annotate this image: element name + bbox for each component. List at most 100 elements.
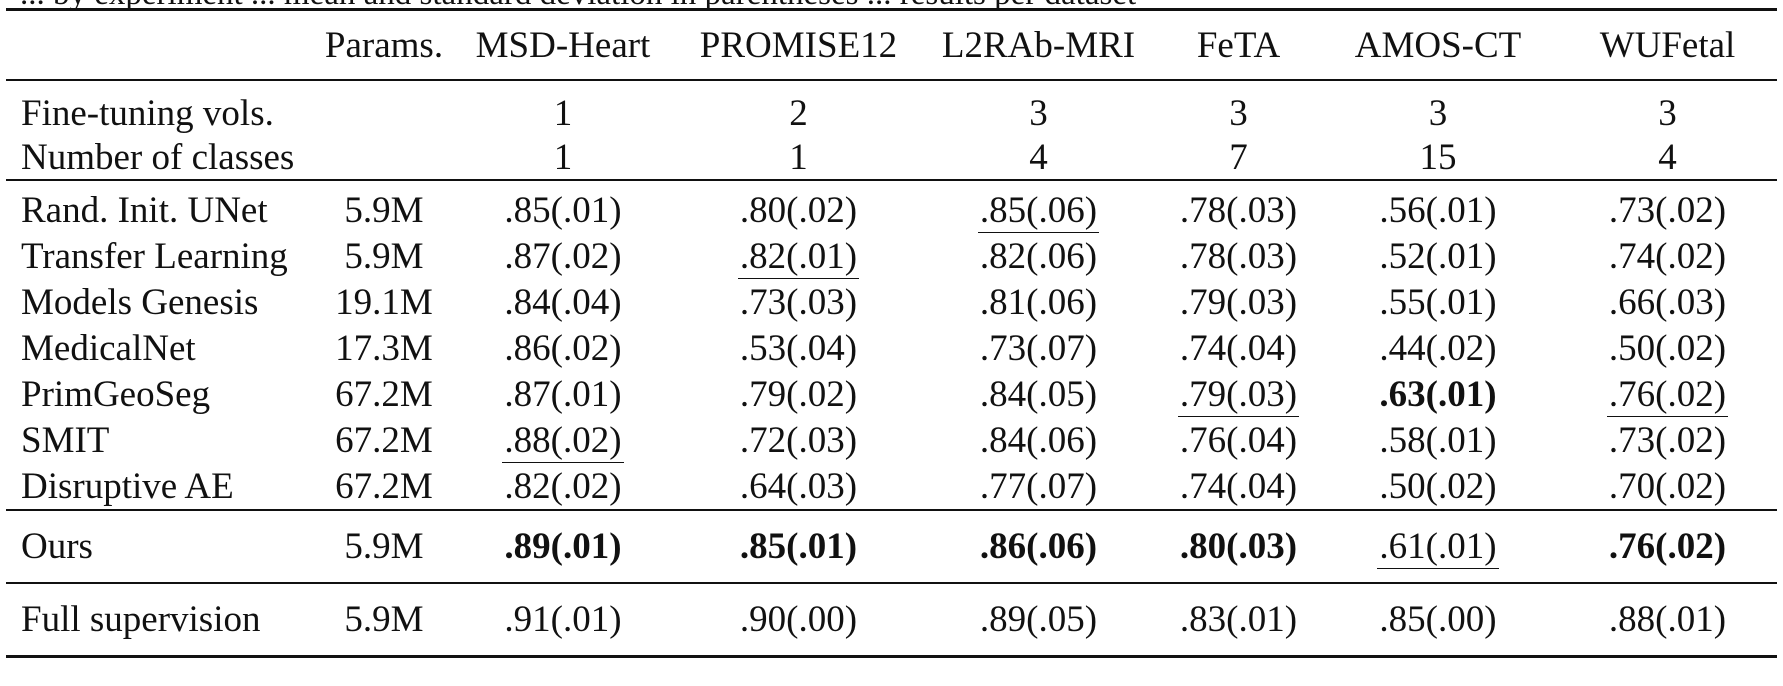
params-cell: 19.1M (335, 281, 433, 323)
row-label: Ours (21, 526, 93, 567)
header-l2rab-mri: L2RAb-MRI (941, 24, 1136, 66)
value-text-bold: .85(.01) (739, 526, 858, 567)
value-text: .87(.02) (504, 235, 622, 277)
row-label: Fine-tuning vols. (21, 92, 274, 134)
value-cell: .77(.07) (918, 463, 1159, 510)
value-cell: 3 (1428, 92, 1448, 134)
header-msd-heart: MSD-Heart (475, 24, 651, 66)
value-cell: .73(.02) (1558, 417, 1777, 463)
info-row-classes: Number of classes 1 1 4 7 15 4 (6, 135, 1777, 180)
value-cell: .79(.03) (1159, 279, 1318, 325)
value-cell: .85(.06) (918, 180, 1159, 233)
value-text: .73(.07) (979, 327, 1098, 369)
value-cell: .88(.02) (447, 417, 679, 463)
value-cell: .86(.02) (447, 325, 679, 371)
params-cell: 5.9M (344, 526, 424, 567)
params-cell (321, 80, 447, 135)
value-cell: .70(.02) (1558, 463, 1777, 510)
row-label: Rand. Init. UNet (21, 189, 268, 231)
row-label: Models Genesis (21, 281, 259, 323)
value-text: .55(.01) (1379, 281, 1497, 323)
value-cell: .80(.02) (679, 180, 918, 233)
value-text: .73(.02) (1608, 189, 1727, 231)
value-text: .73(.02) (1608, 419, 1727, 461)
value-text: .76(.04) (1179, 419, 1298, 461)
value-cell: .73(.03) (679, 279, 918, 325)
value-cell: .61(.01) (1318, 510, 1558, 583)
params-cell: 5.9M (344, 235, 424, 277)
value-cell: .73(.07) (918, 325, 1159, 371)
value-cell: .72(.03) (679, 417, 918, 463)
value-text-bold: .76(.02) (1608, 526, 1727, 567)
row-label: Disruptive AE (21, 465, 234, 507)
value-cell: .58(.01) (1318, 417, 1558, 463)
value-text-underlined: .79(.03) (1177, 373, 1300, 417)
value-text-underlined: .61(.01) (1377, 526, 1499, 569)
value-cell: .55(.01) (1318, 279, 1558, 325)
value-cell: 7 (1229, 136, 1248, 178)
value-text: .50(.02) (1608, 327, 1727, 369)
value-text: .58(.01) (1379, 419, 1497, 461)
value-cell: .85(.01) (679, 510, 918, 583)
value-cell: .63(.01) (1318, 371, 1558, 417)
value-text: .80(.02) (739, 189, 858, 231)
full-supervision-row: Full supervision 5.9M .91(.01) .90(.00) … (6, 583, 1777, 657)
header-feta: FeTA (1196, 24, 1281, 66)
value-cell: .84(.04) (447, 279, 679, 325)
value-text: .53(.04) (739, 327, 858, 369)
value-cell: 3 (1229, 92, 1248, 134)
value-text-bold: .80(.03) (1179, 526, 1298, 567)
value-cell: 1 (789, 136, 808, 178)
value-cell: 2 (789, 92, 808, 134)
value-cell: .79(.02) (679, 371, 918, 417)
value-text-bold: .63(.01) (1379, 373, 1497, 415)
value-cell: .82(.01) (679, 233, 918, 279)
params-cell: 5.9M (344, 599, 424, 640)
value-cell: .87(.01) (447, 371, 679, 417)
value-cell: 15 (1419, 136, 1457, 178)
value-cell: 1 (553, 92, 573, 134)
params-cell (321, 135, 447, 180)
value-cell: 1 (553, 136, 573, 178)
table-row: Models Genesis 19.1M .84(.04) .73(.03) .… (6, 279, 1777, 325)
value-cell: .87(.02) (447, 233, 679, 279)
value-cell: .84(.05) (918, 371, 1159, 417)
value-text: .82(.06) (979, 235, 1098, 277)
row-label: PrimGeoSeg (21, 373, 211, 415)
value-cell: .50(.02) (1558, 325, 1777, 371)
table-row: MedicalNet 17.3M .86(.02) .53(.04) .73(.… (6, 325, 1777, 371)
value-text-underlined: .85(.06) (977, 189, 1100, 233)
value-cell: .76(.04) (1159, 417, 1318, 463)
value-cell: .66(.03) (1558, 279, 1777, 325)
ours-row: Ours 5.9M .89(.01) .85(.01) .86(.06) .80… (6, 510, 1777, 583)
value-cell: .89(.01) (447, 510, 679, 583)
value-cell: .74(.02) (1558, 233, 1777, 279)
value-text-bold: .86(.06) (979, 526, 1098, 567)
row-label: Transfer Learning (21, 235, 288, 277)
row-label: Full supervision (21, 599, 261, 640)
value-cell: .89(.05) (979, 599, 1098, 640)
value-text: .82(.02) (504, 465, 622, 507)
value-cell: .82(.06) (918, 233, 1159, 279)
value-cell: 4 (1029, 136, 1048, 178)
value-cell: .76(.02) (1558, 510, 1777, 583)
value-text-underlined: .88(.02) (502, 419, 624, 463)
row-label: SMIT (21, 419, 110, 461)
value-text: .77(.07) (979, 465, 1098, 507)
value-text: .87(.01) (504, 373, 622, 415)
header-promise12: PROMISE12 (699, 24, 898, 66)
value-cell: .76(.02) (1558, 371, 1777, 417)
value-cell: .52(.01) (1318, 233, 1558, 279)
value-text-underlined: .82(.01) (737, 235, 860, 279)
value-cell: .79(.03) (1159, 371, 1318, 417)
value-text: .79(.02) (739, 373, 858, 415)
value-text-bold: .89(.01) (504, 526, 622, 567)
value-text: .86(.02) (504, 327, 622, 369)
value-text: .70(.02) (1608, 465, 1727, 507)
value-cell: .78(.03) (1159, 180, 1318, 233)
value-text: .50(.02) (1379, 465, 1497, 507)
value-cell: .74(.04) (1159, 325, 1318, 371)
value-cell: .83(.01) (1179, 599, 1298, 640)
table-row: Disruptive AE 67.2M .82(.02) .64(.03) .7… (6, 463, 1777, 510)
value-cell: .84(.06) (918, 417, 1159, 463)
